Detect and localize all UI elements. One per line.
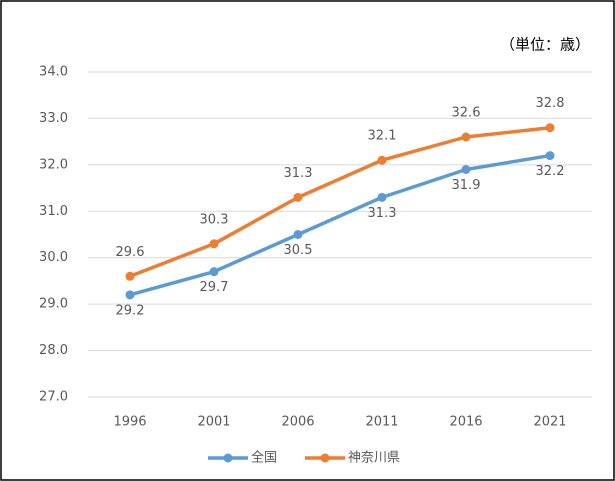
data-label: 30.3 [200,212,229,227]
point [377,192,387,202]
data-label: 32.2 [536,164,565,179]
point [461,165,471,174]
y-tick-label: 27.0 [39,390,68,405]
y-tick-label: 32.0 [39,157,68,172]
point [209,267,219,277]
x-tick-label: 2006 [281,415,314,430]
y-tick-label: 33.0 [39,111,68,126]
data-label: 31.9 [452,178,481,193]
point [209,239,219,249]
point [125,290,135,300]
series-line [129,125,551,278]
x-tick-label: 2021 [533,415,566,430]
unit-note: （単位：歳） [500,36,590,54]
series-line [129,153,551,297]
y-tick-label: 31.0 [39,204,68,219]
point [293,192,303,202]
y-tick-label: 34.0 [39,65,68,80]
data-label: 29.2 [116,303,145,318]
legend-label: 全国 [251,450,277,466]
data-label: 31.3 [368,206,397,221]
x-tick-label: 2016 [449,415,482,430]
point [461,132,471,142]
legend-label: 神奈川県 [348,451,400,466]
point [125,271,135,281]
data-label: 29.7 [200,280,229,295]
data-label: 32.8 [536,96,565,111]
data-label: 32.1 [368,129,397,144]
point [293,230,303,239]
legend-marker [320,453,330,463]
y-tick-label: 28.0 [39,343,68,358]
x-tick-label: 1996 [113,415,146,430]
point [545,151,555,161]
point [377,155,387,165]
point [545,123,555,133]
y-tick-label: 29.0 [39,297,68,312]
data-label: 29.6 [116,245,145,260]
data-label: 31.3 [284,166,313,181]
x-tick-label: 2001 [197,415,230,430]
x-tick-label: 2011 [365,415,398,430]
y-tick-label: 30.0 [39,250,68,265]
legend-marker [223,453,233,463]
data-label: 32.6 [452,106,481,121]
data-label: 30.5 [284,243,313,258]
